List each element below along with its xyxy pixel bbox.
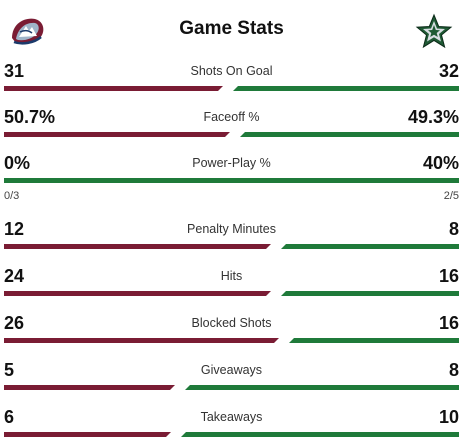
stat-row: 31 Shots On Goal 32	[0, 60, 463, 100]
stat-label: Takeaways	[200, 410, 263, 424]
away-stat-value: 10	[438, 407, 459, 427]
stat-label: Power-Play %	[192, 156, 271, 170]
away-stat-value: 16	[438, 266, 459, 286]
home-stat-value: 0%	[4, 153, 31, 173]
away-stat-value: 40%	[422, 153, 459, 173]
home-stat-bar	[4, 86, 223, 91]
away-stat-bar	[281, 291, 459, 296]
home-stat-detail: 0/3	[4, 190, 20, 202]
away-stat-bar	[281, 244, 459, 249]
page-title: Game Stats	[179, 18, 284, 39]
home-stat-value: 12	[4, 219, 25, 239]
home-stat-value: 24	[4, 266, 25, 286]
colorado-avalanche-logo-icon	[12, 18, 44, 45]
home-stat-bar	[4, 432, 171, 437]
stat-row: 26 Blocked Shots 16	[0, 312, 463, 352]
stat-label: Hits	[220, 269, 243, 283]
stat-row: 24 Hits 16	[0, 265, 463, 305]
away-stat-bar	[4, 178, 459, 183]
away-stat-value: 8	[448, 219, 459, 239]
away-stat-bar	[181, 432, 459, 437]
game-stats-header: Game Stats	[0, 0, 463, 60]
home-stat-value: 6	[4, 407, 15, 427]
away-stat-value: 8	[448, 360, 459, 380]
away-stat-value: 49.3%	[407, 107, 459, 127]
stat-row: 6 Takeaways 10	[0, 406, 463, 446]
dallas-stars-logo-icon	[415, 13, 453, 49]
stat-label: Blocked Shots	[191, 316, 272, 330]
stat-row: 5 Giveaways 8	[0, 359, 463, 399]
stat-row: 0% Power-Play % 40% 0/3 2/5	[0, 152, 463, 202]
home-stat-bar	[4, 338, 279, 343]
stat-row: 12 Penalty Minutes 8	[0, 218, 463, 258]
away-stat-bar	[233, 86, 459, 91]
away-stat-value: 32	[438, 61, 459, 81]
stat-row: 50.7% Faceoff % 49.3%	[0, 106, 463, 146]
stat-label: Giveaways	[200, 363, 263, 377]
stat-label: Faceoff %	[203, 110, 260, 124]
home-stat-value: 26	[4, 313, 25, 333]
home-stat-bar	[4, 244, 271, 249]
home-stat-value: 5	[4, 360, 15, 380]
away-stat-detail: 2/5	[443, 190, 459, 202]
home-stat-value: 31	[4, 61, 25, 81]
home-stat-value: 50.7%	[4, 107, 56, 127]
away-stat-bar	[185, 385, 459, 390]
away-stat-value: 16	[438, 313, 459, 333]
home-stat-bar	[4, 385, 175, 390]
away-stat-bar	[289, 338, 459, 343]
home-stat-bar	[4, 291, 271, 296]
stat-label: Shots On Goal	[190, 64, 273, 78]
stat-label: Penalty Minutes	[187, 222, 276, 236]
home-stat-bar	[4, 132, 230, 137]
away-stat-bar	[240, 132, 459, 137]
